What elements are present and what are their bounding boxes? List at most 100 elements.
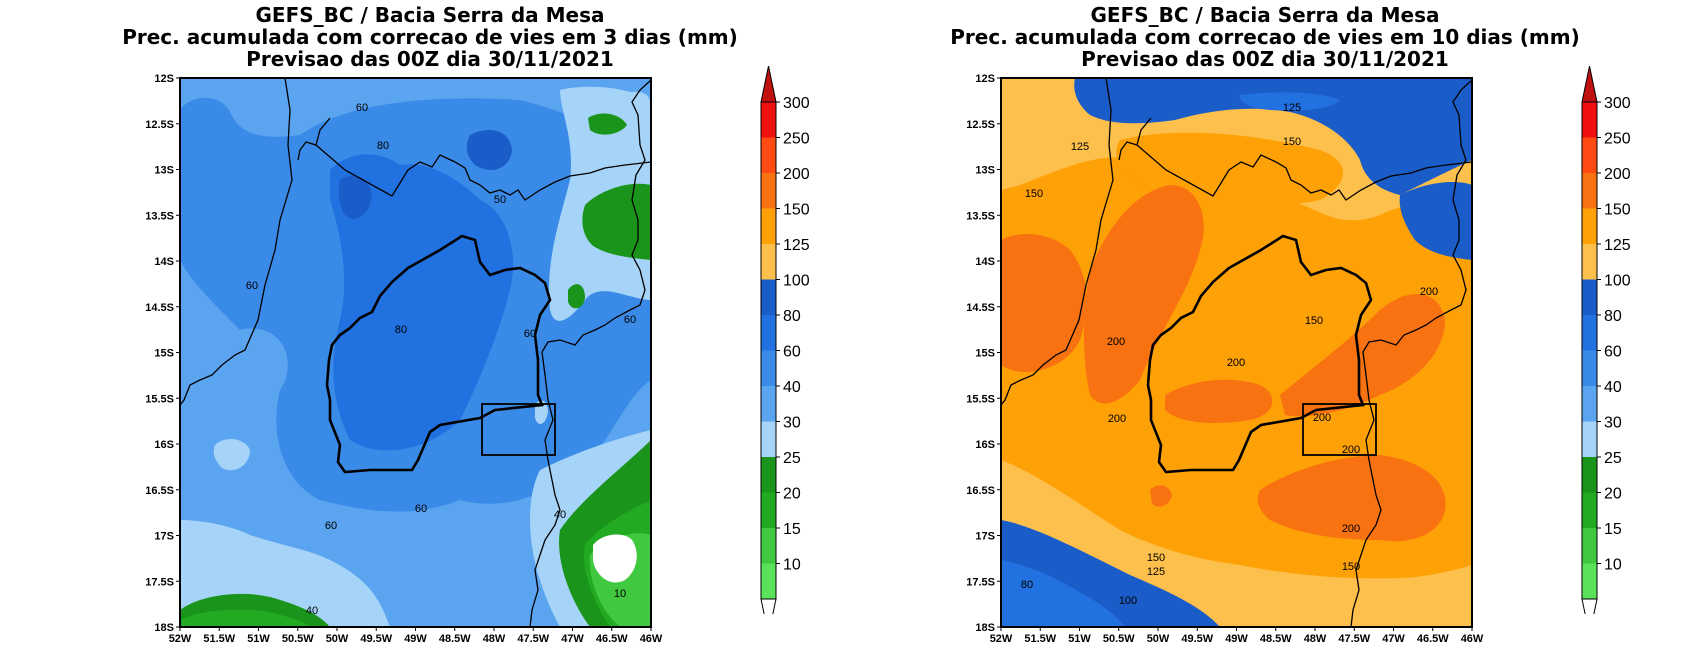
right-axis-ticks: 12S 12.5S 13S 13.5S 14S 14.5S 15S 15.5S 16S 16.5S… xyxy=(966,73,1484,645)
left-field-100-patch xyxy=(338,175,372,219)
y-tick-label: 13.5S xyxy=(145,210,174,222)
state-boundary-line xyxy=(1000,77,1114,406)
colorbar-label: 60 xyxy=(783,344,801,361)
left-precip-field xyxy=(180,78,651,627)
right-contour-labels: 125 150 125 150 200 150 200 200 200 200 … xyxy=(1021,102,1438,607)
colorbar-swatch xyxy=(1582,137,1597,173)
contour-label: 150 xyxy=(1025,188,1043,200)
colorbar-label: 125 xyxy=(1604,237,1631,254)
x-tick-label: 51W xyxy=(247,633,270,645)
contour-label: 80 xyxy=(395,324,407,336)
y-tick-label: 17.5S xyxy=(145,576,174,588)
contour-label: 125 xyxy=(1283,102,1301,114)
subbasin-box xyxy=(1302,403,1377,456)
colorbar-top-arrow xyxy=(760,65,777,103)
basin-boundary xyxy=(325,234,552,474)
left-field-20-southwest xyxy=(180,609,310,627)
y-tick-label: 13.5S xyxy=(966,210,995,222)
y-tick-label: 14.5S xyxy=(145,302,174,314)
contour-label: 50 xyxy=(494,194,506,206)
y-tick-label: 18S xyxy=(154,622,174,634)
x-tick-label: 49W xyxy=(1225,633,1248,645)
right-field-200-central xyxy=(1084,185,1204,404)
left-field-80-band xyxy=(330,154,514,451)
right-title-line-3: Previsao das 00Z dia 30/11/2021 xyxy=(1081,47,1449,71)
left-field-25-small xyxy=(588,113,627,135)
contour-label: 60 xyxy=(325,520,337,532)
y-tick-label: 15.5S xyxy=(145,393,174,405)
subbasin-box xyxy=(481,403,556,456)
x-tick-label: 50W xyxy=(326,633,349,645)
right-field-200-east xyxy=(1280,293,1445,417)
state-boundary-line xyxy=(529,79,652,628)
colorbar-label: 80 xyxy=(783,308,801,325)
y-tick-label: 14.5S xyxy=(966,302,995,314)
x-tick-label: 48W xyxy=(483,633,506,645)
y-tick-label: 16S xyxy=(154,439,174,451)
x-tick-label: 46W xyxy=(640,633,663,645)
y-tick-label: 18S xyxy=(975,622,995,634)
colorbar-bottom-arrow xyxy=(760,598,777,636)
colorbar-label: 20 xyxy=(1604,486,1622,503)
x-tick-label: 51.5W xyxy=(1024,633,1056,645)
right-field-100-north xyxy=(1074,78,1472,195)
right-map-title: GEFS_BC / Bacia Serra da Mesa Prec. acum… xyxy=(945,4,1585,70)
right-colorbar: 300 250 200 150 125 100 80 60 40 30 25 20 15 10 xyxy=(1576,65,1646,636)
right-field-125-southwest xyxy=(1001,470,1265,627)
y-tick-label: 16.5S xyxy=(966,485,995,497)
colorbar-swatch xyxy=(761,528,776,564)
state-boundary-line xyxy=(1118,141,1138,161)
x-tick-label: 47.5W xyxy=(517,633,549,645)
left-title-line-2: Prec. acumulada com correcao de vies em … xyxy=(122,25,738,49)
colorbar-label: 60 xyxy=(1604,344,1622,361)
colorbar-swatch xyxy=(761,457,776,493)
x-tick-label: 47W xyxy=(561,633,584,645)
colorbar-swatch xyxy=(1582,279,1597,315)
colorbar-swatch xyxy=(761,279,776,315)
x-tick-label: 50.5W xyxy=(282,633,314,645)
colorbar-label: 300 xyxy=(783,95,810,112)
colorbar-label: 40 xyxy=(1604,379,1622,396)
right-colorbar-svg: 300 250 200 150 125 100 80 60 40 30 25 20 15 10 xyxy=(1581,65,1631,636)
basin-boundary xyxy=(1146,234,1373,474)
colorbar-label: 100 xyxy=(783,273,810,290)
colorbar-swatch xyxy=(761,208,776,244)
contour-label: 80 xyxy=(377,140,389,152)
contour-label: 100 xyxy=(1119,595,1137,607)
colorbar-label: 150 xyxy=(783,202,810,219)
left-map: 60 80 50 60 80 60 60 60 60 40 40 10 12S1… xyxy=(145,73,663,645)
right-field-200-southeast xyxy=(1257,455,1446,542)
contour-label: 125 xyxy=(1071,141,1089,153)
right-field-200-basin xyxy=(1165,379,1273,423)
x-tick-label: 50W xyxy=(1147,633,1170,645)
y-tick-label: 17.5S xyxy=(966,576,995,588)
y-tick-label: 17S xyxy=(154,531,174,543)
contour-label: 200 xyxy=(1107,336,1125,348)
colorbar-swatch xyxy=(761,244,776,280)
colorbar-swatch xyxy=(761,492,776,528)
left-axis-ticks: 12S 12.5S 13S 13.5S 14S 14.5S 15S 15.5S 16S 16.5S… xyxy=(145,73,663,645)
y-tick-label: 14S xyxy=(975,256,995,268)
colorbar-swatch xyxy=(1582,208,1597,244)
contour-label: 200 xyxy=(1227,357,1245,369)
state-boundary-line xyxy=(315,117,652,201)
colorbar-swatch xyxy=(1582,244,1597,280)
colorbar-label: 25 xyxy=(1604,450,1622,467)
contour-label: 150 xyxy=(1147,552,1165,564)
contour-label: 200 xyxy=(1313,412,1331,424)
contour-label: 60 xyxy=(624,314,636,326)
contour-label: 150 xyxy=(1305,315,1323,327)
y-tick-label: 16S xyxy=(975,439,995,451)
y-tick-label: 12.5S xyxy=(966,119,995,131)
contour-label: 60 xyxy=(356,102,368,114)
left-field-25-small xyxy=(568,284,585,309)
x-tick-label: 48.5W xyxy=(439,633,471,645)
colorbar-swatch xyxy=(761,315,776,351)
state-boundary-line xyxy=(297,141,317,161)
y-tick-label: 13S xyxy=(975,165,995,177)
contour-label: 200 xyxy=(1108,413,1126,425)
x-tick-label: 49W xyxy=(404,633,427,645)
contour-label: 150 xyxy=(1283,136,1301,148)
colorbar-swatch xyxy=(761,102,776,138)
colorbar-label: 200 xyxy=(1604,166,1631,183)
